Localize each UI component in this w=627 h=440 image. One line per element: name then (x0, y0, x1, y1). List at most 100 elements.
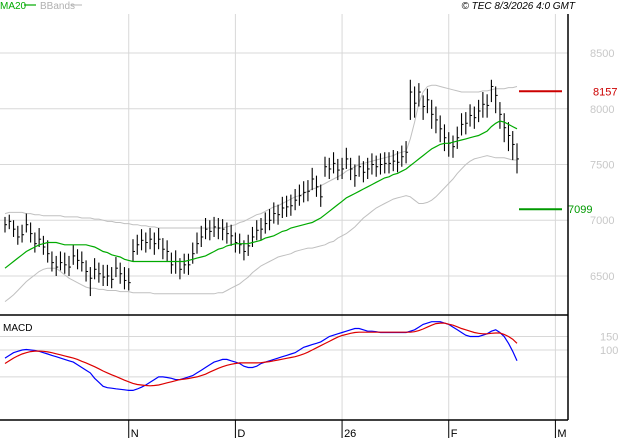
price-bar (354, 164, 357, 187)
price-bar (311, 167, 315, 191)
price-bars (4, 79, 519, 297)
ma20-path (4, 120, 518, 269)
price-bar (405, 141, 409, 164)
price-bar (64, 252, 67, 274)
price-bar (12, 220, 16, 237)
price-bar (217, 218, 221, 240)
signal-line (4, 322, 518, 387)
x-tick-label: N (131, 428, 139, 440)
price-bar (196, 232, 199, 254)
price-bar (102, 264, 106, 287)
price-bar (68, 255, 71, 276)
price-levels: 8157 7099 (519, 86, 617, 216)
price-bar (25, 213, 29, 233)
copyright-text: © TEC 8/3/2026 4:0 GMT (461, 1, 575, 12)
price-bar (111, 267, 114, 289)
macd-lines (4, 321, 518, 391)
x-tick-label: F (451, 428, 458, 440)
price-bar (281, 196, 285, 219)
price-bar (47, 240, 50, 263)
support-label: 7099 (568, 204, 592, 216)
price-bar (516, 143, 519, 174)
price-bar (115, 257, 118, 278)
price-bar (89, 267, 93, 297)
price-bar (388, 152, 391, 174)
price-bar (290, 194, 293, 216)
price-bar (81, 251, 84, 272)
price-tick-label: 8000 (590, 104, 614, 116)
price-bar (166, 240, 170, 262)
price-bar (460, 113, 464, 136)
price-tick-label: 7500 (590, 160, 614, 172)
price-bar (452, 135, 455, 158)
grid-lines (0, 14, 568, 420)
price-bar (375, 155, 379, 177)
price-bar (294, 189, 298, 211)
macd-tick-label: 150 (600, 332, 618, 344)
price-tick-label: 7000 (590, 215, 614, 227)
price-bar (486, 94, 490, 118)
price-bar (341, 157, 345, 179)
price-bar (192, 242, 195, 264)
price-bar (204, 218, 208, 240)
price-bar (512, 131, 515, 161)
price-bar (128, 268, 131, 291)
price-bar (162, 238, 165, 260)
x-tick-label: D (237, 428, 245, 440)
price-bar (473, 106, 477, 129)
price-bar (51, 251, 54, 272)
price-bar (55, 255, 59, 276)
price-bar (482, 92, 485, 118)
price-bar (76, 249, 80, 270)
price-bar (307, 180, 310, 202)
price-bar (273, 202, 276, 224)
price-bar (345, 147, 349, 169)
macd-tick-label: 100 (600, 345, 618, 357)
price-bar (268, 209, 272, 231)
price-bar (94, 258, 97, 280)
price-bar (38, 228, 42, 247)
price-bar (439, 115, 443, 143)
price-bar (256, 220, 259, 241)
price-bar (209, 220, 212, 241)
price-bar (230, 224, 234, 246)
price-bar (409, 79, 413, 120)
price-bar (247, 234, 251, 256)
price-bar (106, 264, 110, 287)
macd-panel-title: MACD (3, 323, 32, 334)
price-bar (478, 99, 481, 123)
bbands-legend-label: BBands (40, 1, 75, 12)
price-bar (213, 216, 217, 237)
price-bar (490, 79, 494, 103)
price-bar (226, 222, 229, 244)
price-bar (17, 225, 20, 245)
price-bar (59, 251, 63, 271)
price-bar (30, 222, 33, 243)
price-bar (4, 216, 7, 233)
price-bar (234, 232, 238, 253)
price-bar (328, 157, 332, 179)
price-bar (222, 219, 225, 241)
price-bar (414, 86, 417, 118)
price-bar (324, 156, 327, 177)
price-bar (8, 214, 12, 230)
price-bar (320, 184, 323, 207)
price-bar (119, 262, 123, 284)
price-bar (362, 161, 366, 183)
price-bar (136, 234, 140, 255)
price-bar (507, 122, 511, 152)
price-bar (418, 83, 421, 107)
price-bar (426, 88, 430, 114)
macd-panel (0, 315, 568, 420)
price-bar (350, 157, 353, 181)
price-bar (153, 232, 157, 255)
price-bar (98, 262, 101, 283)
price-bar (422, 95, 426, 120)
price-bar (251, 226, 255, 247)
price-bar (367, 157, 370, 179)
price-bar (315, 175, 319, 197)
price-bar (401, 145, 404, 167)
price-bar (456, 126, 460, 149)
